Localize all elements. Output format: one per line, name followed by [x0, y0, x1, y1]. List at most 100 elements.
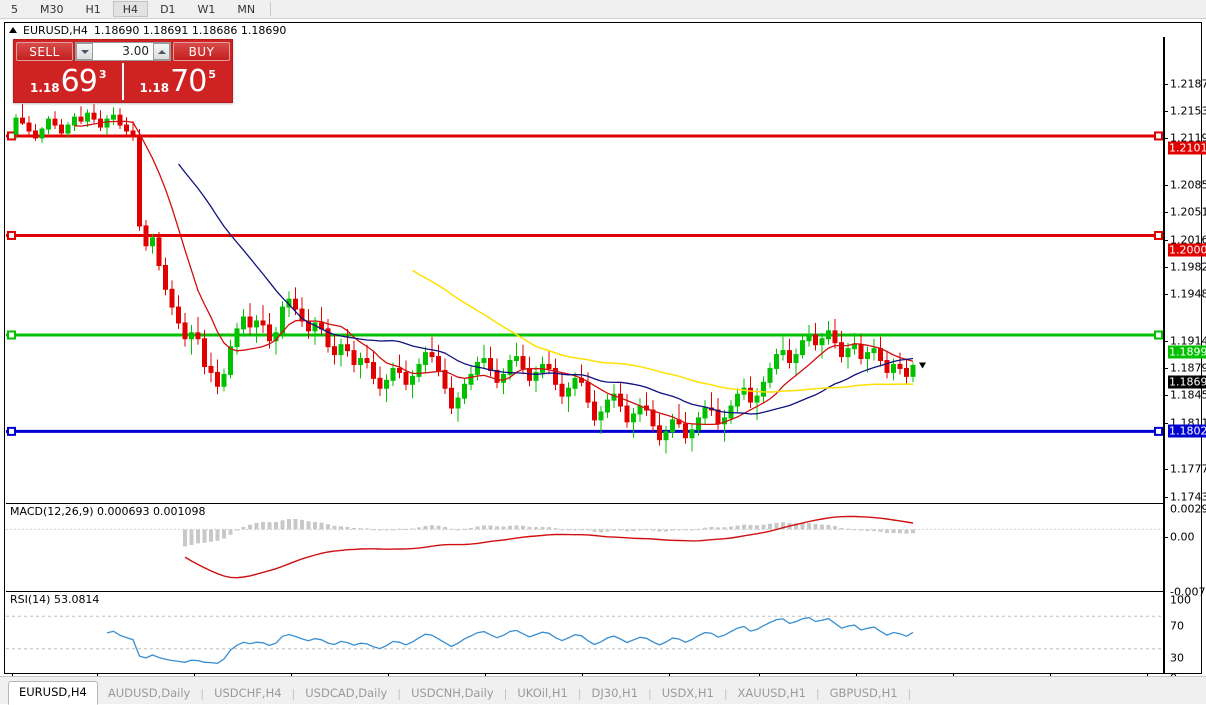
oct-controls-row[interactable]: SELL 3.00 BUY	[14, 40, 232, 63]
rsi-scale-label: 30	[1170, 651, 1184, 665]
volume-decrease-button[interactable]	[76, 43, 93, 60]
candle-body	[299, 308, 305, 322]
rsi-scale-label: 70	[1170, 619, 1184, 633]
price-pane[interactable]	[6, 37, 1164, 503]
chart-tab-eurusd[interactable]: EURUSD,H4	[8, 681, 98, 705]
price-scale-tick	[1165, 138, 1168, 139]
macd-bar	[638, 529, 642, 531]
price-scale-label: 1.20850	[1170, 178, 1206, 192]
chart-tab-gbpusd[interactable]: GBPUSD,H1	[829, 686, 898, 700]
timeframe-h4[interactable]: H4	[112, 1, 149, 17]
timeframe-m30[interactable]: M30	[40, 3, 64, 16]
chart-window[interactable]: EURUSD,H4 1.18690 1.18691 1.18686 1.1869…	[4, 22, 1206, 691]
sell-price-cell[interactable]: 1.18 69 3	[14, 63, 123, 100]
price-pane-right-border	[1163, 37, 1164, 503]
candle-body	[169, 288, 175, 308]
buy-button[interactable]: BUY	[173, 42, 230, 61]
candle-body	[254, 320, 259, 328]
price-scale-chip[interactable]: 1.18690	[1168, 375, 1206, 389]
chart-tab-dj30[interactable]: DJ30,H1	[591, 686, 639, 700]
macd-bar	[430, 525, 434, 530]
candle-body	[442, 369, 448, 389]
volume-input[interactable]: 3.00	[93, 43, 153, 60]
chart-tab-usdchf[interactable]: USDCHF,H4	[214, 686, 282, 700]
chart-tab-usdx[interactable]: USDX,H1	[661, 686, 714, 700]
macd-bar	[449, 528, 454, 530]
price-scale-chip[interactable]: 1.21010	[1168, 141, 1206, 155]
chart-tab-ukoil[interactable]: UKOil,H1	[517, 686, 568, 700]
macd-bar	[443, 527, 447, 530]
macd-bar	[670, 529, 675, 531]
price-scale-tick	[1165, 267, 1168, 268]
macd-bar	[729, 526, 733, 530]
macd-bar	[657, 529, 662, 532]
timeframe-toolbar[interactable]: 5 M30 H1 H4 D1 W1 MN	[0, 0, 1206, 19]
macd-bar	[462, 528, 467, 530]
collapse-triangle-icon[interactable]	[9, 27, 17, 33]
candle-body	[546, 363, 552, 369]
price-scale-chip[interactable]: 1.20004	[1168, 243, 1206, 257]
oct-divider	[122, 63, 124, 100]
macd-bar	[579, 529, 584, 531]
candle-body	[455, 397, 461, 409]
macd-bar	[683, 529, 688, 531]
macd-pane[interactable]: MACD(12,26,9) 0.000693 0.001098	[6, 503, 1164, 591]
price-scale-chip[interactable]: 1.18024	[1168, 424, 1206, 438]
macd-bar	[540, 526, 545, 530]
candle-body	[650, 409, 656, 427]
candle-body	[371, 362, 376, 379]
price-scale-chip[interactable]: 1.18998	[1168, 345, 1206, 359]
macd-bar	[566, 529, 571, 531]
candle-body	[143, 225, 149, 247]
level-handle-right-0[interactable]	[1154, 131, 1163, 141]
candle-body	[494, 369, 500, 383]
tab-separator: |	[577, 687, 582, 700]
timeframe-partial[interactable]: 5	[11, 3, 18, 16]
macd-bar	[781, 522, 785, 530]
tab-separator: |	[815, 687, 820, 700]
rsi-pane[interactable]: RSI(14) 53.0814	[6, 591, 1164, 673]
macd-bar	[501, 526, 506, 530]
macd-bar	[404, 528, 408, 530]
macd-bar	[599, 529, 603, 533]
level-handle-right-1[interactable]	[1154, 230, 1163, 240]
chart-tab-audusd[interactable]: AUDUSD,Daily	[107, 686, 191, 700]
macd-bar	[703, 527, 707, 530]
timeframe-h1[interactable]: H1	[85, 3, 101, 16]
timeframe-w1[interactable]: W1	[197, 3, 216, 16]
oct-price-row[interactable]: 1.18 69 3 1.18 70 5	[14, 63, 232, 100]
one-click-trading-panel[interactable]: SELL 3.00 BUY 1.18 69 3	[13, 39, 233, 103]
chart-tab-bar[interactable]: EURUSD,H4 AUDUSD,Daily | USDCHF,H4 | USDCAD,D…	[0, 676, 1206, 705]
macd-bar	[605, 529, 610, 532]
timeframe-mn[interactable]: MN	[237, 3, 256, 16]
volume-increase-button[interactable]	[153, 43, 170, 60]
level-handle-left-0[interactable]	[7, 131, 16, 141]
price-scale-label: 1.21530	[1170, 104, 1206, 118]
sell-button[interactable]: SELL	[16, 42, 73, 61]
chart-tab-usdcad[interactable]: USDCAD,Daily	[305, 686, 388, 700]
candle-body	[280, 306, 285, 334]
price-scale-label: 1.21190	[1170, 131, 1206, 145]
macd-bar	[488, 525, 493, 530]
level-handle-left-2[interactable]	[7, 330, 16, 340]
candle-body	[735, 393, 740, 407]
level-handle-left-3[interactable]	[7, 426, 16, 436]
level-handle-right-3[interactable]	[1154, 426, 1163, 436]
level-handle-left-1[interactable]	[7, 230, 16, 240]
volume-stepper[interactable]: 3.00	[75, 42, 171, 61]
price-scale[interactable]: 1.21870 1.21530 1.21190 1.20850 1.20510 1.201…	[1164, 37, 1206, 685]
price-scale-tick	[1165, 497, 1168, 498]
macd-scale-tick	[1165, 537, 1168, 538]
buy-price-cell[interactable]: 1.18 70 5	[124, 63, 233, 100]
moving-average-blue	[177, 163, 914, 415]
macd-bar	[332, 525, 337, 530]
timeframe-d1[interactable]: D1	[160, 3, 176, 16]
chart-tab-xauusd[interactable]: XAUUSD,H1	[737, 686, 806, 700]
time-axis-tick	[97, 673, 98, 677]
macd-bar	[196, 529, 200, 544]
level-handle-right-2[interactable]	[1154, 330, 1163, 340]
candle-body	[449, 387, 454, 409]
candle-body	[488, 358, 493, 371]
chart-tab-usdcnh[interactable]: USDCNH,Daily	[411, 686, 494, 700]
candle-body	[397, 367, 402, 373]
